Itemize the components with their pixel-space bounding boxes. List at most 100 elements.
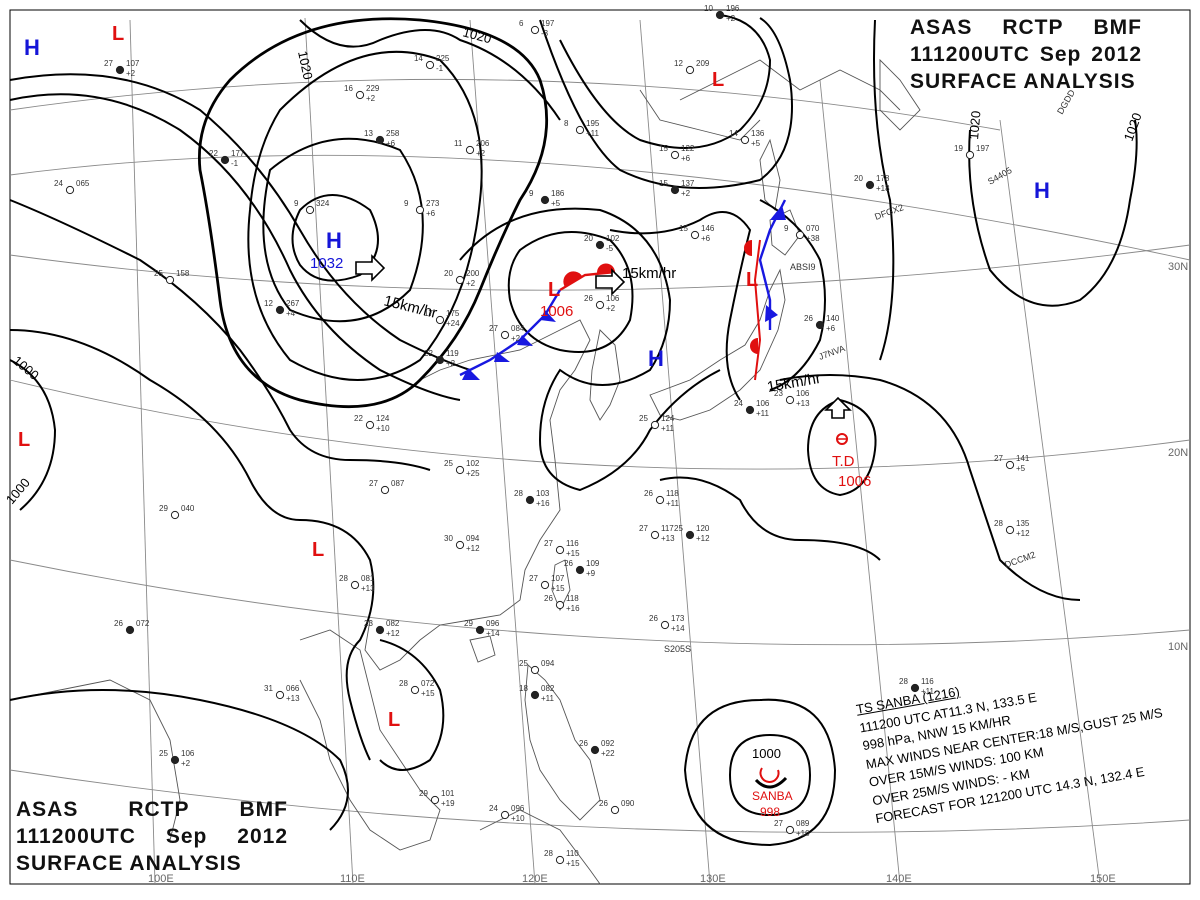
station-temp: 15 (679, 224, 688, 233)
station-model: 24 106+11 (734, 399, 770, 418)
station-temp: 15 (659, 179, 668, 188)
station-model: 26 072 (114, 619, 150, 635)
isobar-1020-west (9, 93, 461, 401)
station-dot (575, 125, 585, 135)
station-temp: 16 (344, 84, 353, 93)
station-model: 28 081+13 (339, 574, 375, 593)
pressure-symbols: H 1032 H H H L 1006 L L L L L L (18, 23, 1050, 731)
station-model: 25 158 (154, 269, 190, 285)
station-temp: 25 (444, 459, 453, 468)
station-temp: 12 (674, 59, 683, 68)
station-dot (595, 240, 605, 250)
isobar-typhoon-outer (683, 698, 837, 847)
station-model: 9 324 (294, 199, 330, 215)
typhoon-sanba: 1000 SANBA 998 (752, 746, 793, 819)
station-temp: 24 (489, 804, 498, 813)
station-tendency: +24 (446, 319, 460, 328)
station-dot (785, 825, 795, 835)
coast-india (9, 679, 181, 841)
station-pressure: 072 (136, 619, 150, 628)
station-temp: 25 (519, 659, 528, 668)
station-model: 26 140+6 (804, 314, 840, 333)
station-model: 27 087 (369, 479, 405, 495)
ship-id: S205S (664, 644, 691, 654)
station-tendency: +5 (551, 199, 561, 208)
station-dot (455, 540, 465, 550)
station-pressure: 094 (466, 534, 480, 543)
station-temp: 28 (399, 679, 408, 688)
coast-kamchatka (879, 58, 921, 131)
station-temp: 27 (369, 479, 378, 488)
station-model: 17 175+24 (424, 309, 460, 328)
coast-indochina (299, 629, 441, 851)
station-pressure: 135 (1016, 519, 1030, 528)
motion-arrow-high (355, 254, 386, 282)
station-pressure: 195 (586, 119, 600, 128)
low-japan-symbol: L (746, 269, 758, 291)
station-temp: 20 (584, 234, 593, 243)
station-pressure: 186 (551, 189, 565, 198)
station-pressure: 066 (286, 684, 300, 693)
isobar-1020-north (299, 19, 561, 121)
lat-label-30n: 30N (1168, 261, 1188, 273)
station-tendency: +13 (661, 534, 675, 543)
station-tendency: +10 (376, 424, 390, 433)
station-model: 6 197-3 (519, 19, 555, 38)
graticule (9, 17, 1191, 885)
header-time: 111200UTC (910, 43, 1030, 66)
station-model: 12 267+4 (264, 299, 300, 318)
isobar-high-1032-2 (262, 137, 424, 323)
warm-front-bump-1 (563, 271, 582, 287)
station-model: 9 273+6 (404, 199, 440, 218)
station-temp: 20 (854, 174, 863, 183)
station-tendency: +15 (566, 549, 580, 558)
station-tendency: +2 (446, 359, 456, 368)
station-dot (655, 495, 665, 505)
station-model: 20 102-5 (584, 234, 620, 253)
typhoon-symbol (759, 767, 780, 783)
low-north-symbol: L (712, 69, 724, 91)
station-dot (500, 810, 510, 820)
station-dot (965, 150, 975, 160)
station-pressure: 177 (231, 149, 245, 158)
header-title: SURFACE ANALYSIS (16, 852, 242, 875)
station-pressure: 084 (511, 324, 525, 333)
station-tendency: +6 (826, 324, 836, 333)
station-pressure: 175 (446, 309, 460, 318)
station-tendency: +11 (666, 499, 680, 508)
station-temp: 28 (544, 849, 553, 858)
station-temp: 17 (424, 309, 433, 318)
station-model: 29 101+19 (419, 789, 455, 808)
station-tendency: +13 (361, 584, 375, 593)
station-model: 22 119+2 (424, 349, 459, 368)
station-tendency: +16 (566, 604, 580, 613)
isobar-japan-2 (759, 199, 826, 391)
graticule-labels: 30N 20N 10N 100E 110E 120E 130E 140E 150… (148, 261, 1188, 885)
station-pressure: 116 (921, 677, 934, 686)
coast-hainan (469, 635, 496, 663)
motion-arrow-low (595, 268, 626, 296)
station-tendency: +25 (466, 469, 480, 478)
station-pressure: 273 (426, 199, 440, 208)
station-temp: 18 (519, 684, 528, 693)
station-model: 31 066+13 (264, 684, 300, 703)
station-dot (785, 395, 795, 405)
station-dot (685, 530, 695, 540)
header-year: 2012 (1091, 43, 1142, 66)
station-model: 24 065 (54, 179, 90, 195)
cold-front-japan-pip-2 (765, 305, 778, 322)
station-model: 25 094 (519, 659, 555, 675)
warm-front-bump-2 (596, 263, 615, 273)
station-dot (125, 625, 135, 635)
station-pressure: 197 (976, 144, 990, 153)
station-model: 14 225-1 (414, 54, 450, 73)
station-pressure: 106 (756, 399, 770, 408)
lat-label-10n: 10N (1168, 641, 1188, 653)
station-temp: 23 (364, 619, 373, 628)
station-temp: 26 (584, 294, 593, 303)
station-pressure: 107 (126, 59, 140, 68)
station-model: 26 109+9 (564, 559, 600, 578)
station-model: 18 082+11 (519, 684, 555, 703)
station-temp: 22 (209, 149, 218, 158)
station-dot (170, 755, 180, 765)
